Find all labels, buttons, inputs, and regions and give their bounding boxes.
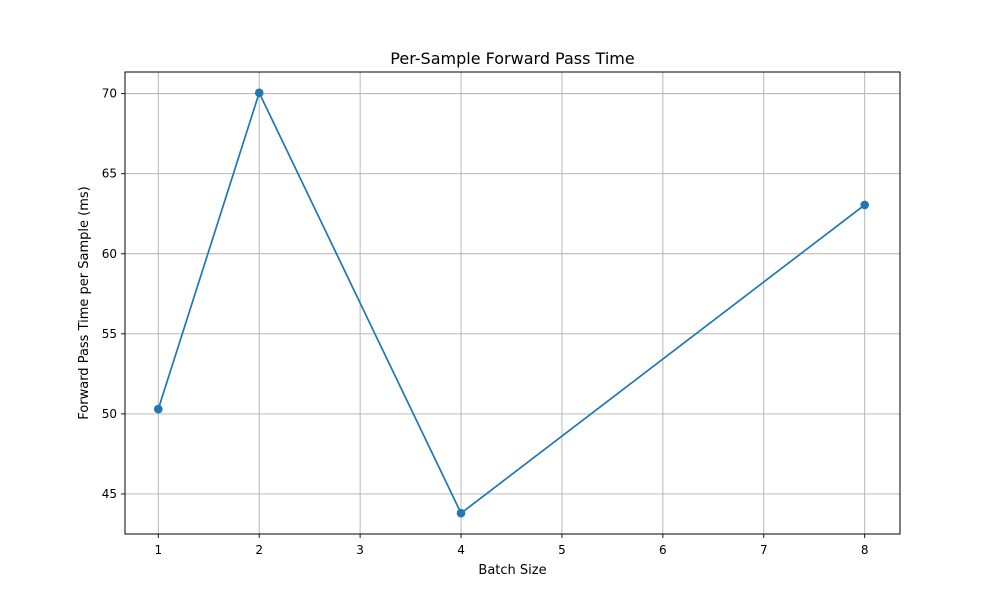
x-axis-label: Batch Size (478, 563, 546, 578)
chart-title: Per-Sample Forward Pass Time (390, 49, 634, 68)
data-point (456, 508, 466, 518)
x-tick-label: 6 (659, 543, 667, 557)
y-axis-label: Forward Pass Time per Sample (ms) (77, 186, 92, 419)
series-layer (154, 88, 869, 518)
y-tick-label: 50 (102, 407, 117, 421)
data-point (154, 404, 163, 414)
x-tick-label: 1 (154, 543, 162, 557)
x-tick-label: 4 (457, 543, 465, 557)
data-point (254, 88, 264, 98)
y-tick-label: 60 (102, 247, 117, 261)
data-point (860, 200, 869, 210)
y-tick-label: 45 (102, 487, 117, 501)
x-tick-label: 8 (861, 543, 869, 557)
x-tick-label: 2 (255, 543, 263, 557)
y-tick-label: 55 (102, 327, 117, 341)
x-tick-label: 7 (760, 543, 768, 557)
x-tick-label: 5 (558, 543, 566, 557)
y-tick-label: 70 (102, 87, 117, 101)
grid (125, 72, 900, 534)
plot-frame (124, 71, 901, 535)
y-tick-label: 65 (102, 167, 117, 181)
series-line (157, 91, 866, 515)
x-tick-label: 3 (356, 543, 364, 557)
